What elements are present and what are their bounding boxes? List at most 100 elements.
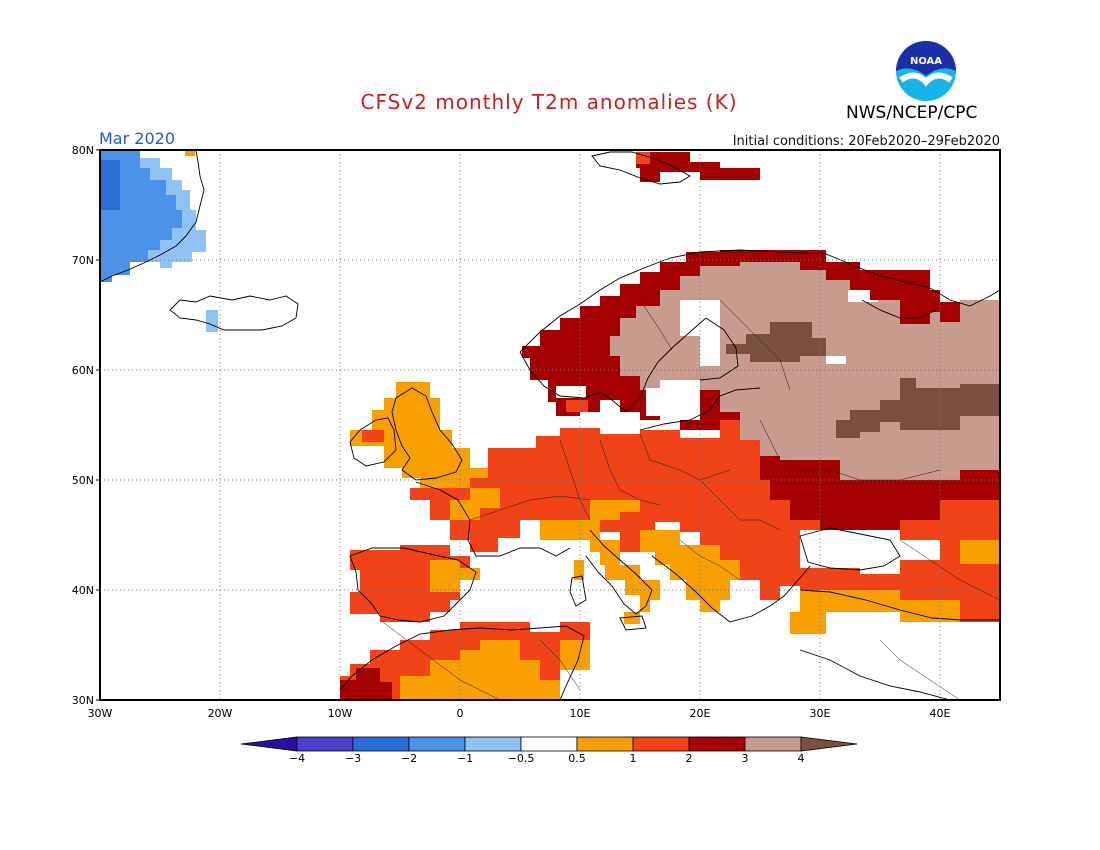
colorbar-swatch	[352, 736, 410, 752]
map-frame	[99, 149, 1001, 701]
colorbar-label: 2	[686, 752, 693, 765]
coast-black-sea	[799, 527, 901, 571]
region-greenland-top	[185, 150, 195, 156]
colorbar-label: −4	[289, 752, 305, 765]
lat-label: 70N	[72, 254, 94, 267]
lon-label: 40E	[930, 707, 951, 720]
region-turkey	[780, 500, 1000, 622]
region-tunisia-orange	[560, 640, 590, 670]
region-denmark-white	[556, 386, 586, 398]
region-aegean-orange	[790, 612, 826, 634]
colorbar-swatch	[744, 736, 802, 752]
colorbar-arrow-right	[800, 736, 858, 752]
coast-france	[415, 481, 571, 557]
region-kola-red	[870, 270, 930, 300]
coast-sicily	[619, 615, 647, 631]
colorbar-arrow-left	[240, 736, 298, 752]
region-balkans-orange	[640, 530, 740, 612]
coast-iberia	[349, 547, 477, 623]
initial-conditions-label: Initial conditions: 20Feb2020–29Feb2020	[732, 134, 1000, 149]
chart-title: CFSv2 monthly T2m anomalies (K)	[0, 90, 1100, 114]
colorbar-labels: −4 −3 −2 −1 −0.5 0.5 1 2 3 4	[289, 752, 805, 765]
region-iberia-orange-2	[460, 568, 480, 580]
coast-britain	[391, 387, 463, 481]
coast-iceland	[169, 295, 299, 331]
region-svalbard	[636, 152, 760, 182]
region-russia-core-1	[726, 322, 826, 362]
coast-italy	[585, 529, 653, 615]
colorbar	[240, 736, 858, 752]
lon-label: 30W	[88, 707, 113, 720]
coast-norway-south	[519, 351, 627, 413]
coast-balkans	[651, 555, 811, 623]
colorbar-label: 4	[798, 752, 805, 765]
lon-label: 0	[457, 707, 464, 720]
coast-white-sea	[861, 299, 937, 319]
region-sicily-orange	[624, 612, 640, 624]
region-italy-orange	[600, 552, 660, 612]
lon-label: 10W	[328, 707, 353, 720]
noaa-logo: NOAA	[896, 41, 956, 101]
coast-scandinavia	[519, 249, 861, 353]
colorbar-swatch	[296, 736, 354, 752]
lon-label: 10E	[570, 707, 591, 720]
coast-greenland	[100, 150, 205, 283]
colorbar-swatch	[408, 736, 466, 752]
coast-turkey	[799, 589, 1000, 621]
lon-label: 30E	[810, 707, 831, 720]
colorbar-label: −3	[345, 752, 361, 765]
region-central-orange-1	[450, 488, 500, 520]
colorbar-label: −0.5	[508, 752, 535, 765]
lat-label: 80N	[72, 144, 94, 157]
coast-svalbard	[591, 151, 691, 185]
anomaly-field	[100, 150, 1000, 700]
colorbar-label: −2	[401, 752, 417, 765]
region-east-orange	[960, 540, 1000, 564]
noaa-logo-text: NOAA	[910, 56, 942, 67]
coast-finland	[699, 317, 739, 381]
region-iberia	[350, 545, 480, 622]
region-corsica-orange	[574, 560, 584, 580]
colorbar-swatch	[464, 736, 522, 752]
coast-east-med	[799, 649, 951, 700]
region-black-sea-white	[800, 530, 900, 568]
lon-tick-labels: 30W 20W 10W 0 10E 20E 30E 40E	[88, 707, 951, 720]
coast-sardinia	[569, 575, 587, 607]
colorbar-label: 3	[742, 752, 749, 765]
region-turkey-orange-2	[900, 600, 960, 622]
colorbar-swatch	[688, 736, 746, 752]
lat-label: 40N	[72, 584, 94, 597]
coast-sweden-east	[625, 317, 707, 413]
region-bothnia-white	[700, 336, 720, 366]
region-iceland-light	[206, 310, 218, 332]
colorbar-label: 0.5	[568, 752, 586, 765]
colorbar-swatch	[576, 736, 634, 752]
region-kola-red-2	[900, 310, 930, 324]
region-turkey-orange	[800, 590, 900, 612]
org-label: NWS/NCEP/CPC	[846, 103, 978, 123]
colorbar-swatch	[520, 736, 578, 752]
region-onega-white	[826, 356, 846, 364]
region-central-orange-2	[590, 500, 640, 520]
lon-label: 20W	[208, 707, 233, 720]
region-svalbard-orange	[636, 152, 650, 164]
coast-baltic	[639, 387, 761, 431]
coastlines	[100, 150, 1000, 700]
region-baltic-white	[660, 380, 700, 420]
colorbar-label: −1	[457, 752, 473, 765]
region-russia-core-2	[836, 378, 1000, 438]
region-greenland-deep	[100, 160, 120, 210]
colorbar-label: 1	[630, 752, 637, 765]
region-danish-red	[566, 400, 588, 412]
region-ireland-red	[362, 430, 384, 442]
lat-tick-labels: 30N 40N 50N 60N 70N 80N	[72, 144, 94, 707]
region-north-africa-orange	[400, 640, 560, 700]
country-borders	[379, 299, 1000, 700]
month-label: Mar 2020	[99, 129, 175, 148]
region-greenland-light	[140, 158, 206, 268]
colorbar-swatch	[632, 736, 690, 752]
lat-label: 50N	[72, 474, 94, 487]
region-north-africa-dark	[340, 668, 392, 700]
lon-label: 20E	[690, 707, 711, 720]
